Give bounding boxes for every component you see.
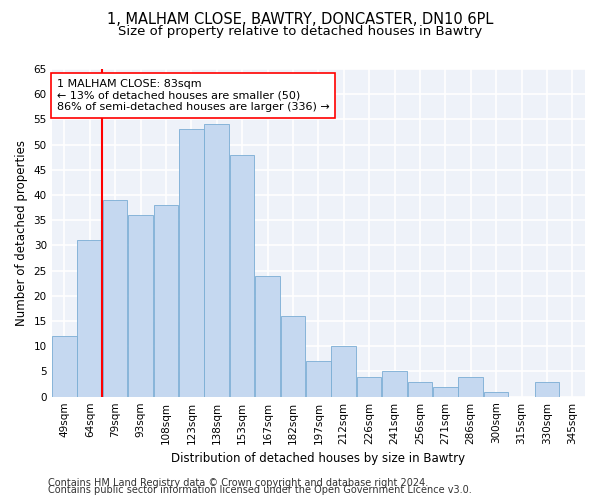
Bar xyxy=(255,276,280,396)
Bar xyxy=(458,376,483,396)
X-axis label: Distribution of detached houses by size in Bawtry: Distribution of detached houses by size … xyxy=(171,452,466,465)
Bar xyxy=(77,240,102,396)
Text: 1, MALHAM CLOSE, BAWTRY, DONCASTER, DN10 6PL: 1, MALHAM CLOSE, BAWTRY, DONCASTER, DN10… xyxy=(107,12,493,28)
Bar xyxy=(433,386,458,396)
Text: 1 MALHAM CLOSE: 83sqm
← 13% of detached houses are smaller (50)
86% of semi-deta: 1 MALHAM CLOSE: 83sqm ← 13% of detached … xyxy=(57,79,330,112)
Bar xyxy=(154,205,178,396)
Text: Contains public sector information licensed under the Open Government Licence v3: Contains public sector information licen… xyxy=(48,485,472,495)
Bar xyxy=(103,200,127,396)
Text: Size of property relative to detached houses in Bawtry: Size of property relative to detached ho… xyxy=(118,25,482,38)
Bar xyxy=(382,372,407,396)
Bar xyxy=(281,316,305,396)
Bar xyxy=(484,392,508,396)
Bar xyxy=(331,346,356,397)
Bar xyxy=(230,154,254,396)
Bar xyxy=(205,124,229,396)
Bar xyxy=(535,382,559,396)
Bar xyxy=(357,376,382,396)
Bar xyxy=(128,215,153,396)
Y-axis label: Number of detached properties: Number of detached properties xyxy=(15,140,28,326)
Bar xyxy=(407,382,432,396)
Bar xyxy=(306,362,331,396)
Bar xyxy=(52,336,77,396)
Text: Contains HM Land Registry data © Crown copyright and database right 2024.: Contains HM Land Registry data © Crown c… xyxy=(48,478,428,488)
Bar xyxy=(179,130,203,396)
